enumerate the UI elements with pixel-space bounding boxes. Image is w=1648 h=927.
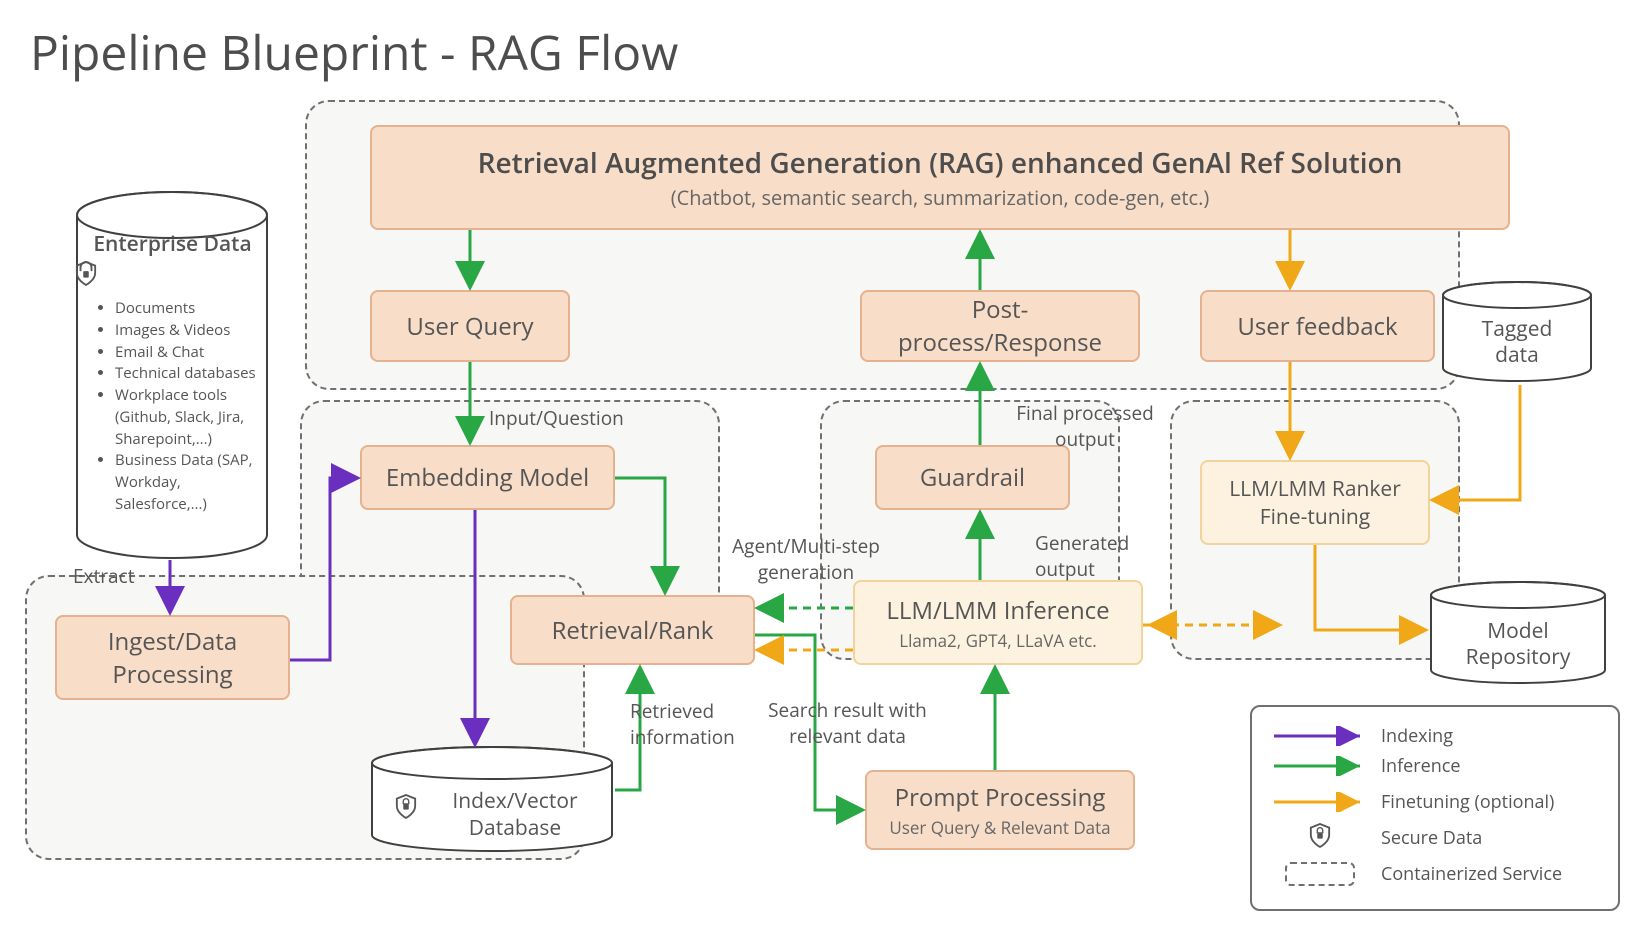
agent-multi-label: Agent/Multi-step generation — [716, 533, 896, 585]
legend-inference: Inference — [1272, 751, 1598, 781]
legend-arrow-inference — [1272, 756, 1367, 776]
legend-indexing: Indexing — [1272, 721, 1598, 751]
legend: Indexing Inference Finetuning (optional)… — [1250, 705, 1620, 911]
final-output-label: Final processed output — [1005, 400, 1165, 452]
legend-finetuning: Finetuning (optional) — [1272, 781, 1598, 823]
legend-arrow-indexing — [1272, 726, 1367, 746]
lock-icon — [1309, 822, 1331, 848]
dashed-box-icon — [1285, 862, 1355, 886]
legend-containerized-label: Containerized Service — [1381, 862, 1562, 886]
legend-indexing-label: Indexing — [1381, 724, 1453, 748]
legend-arrow-finetuning — [1272, 792, 1367, 812]
extract-label: Extract — [73, 563, 134, 589]
legend-containerized: Containerized Service — [1272, 853, 1598, 895]
legend-secure-label: Secure Data — [1381, 826, 1482, 850]
search-result-label: Search result with relevant data — [750, 697, 945, 749]
retrieved-info-label: Retrieved information — [630, 698, 765, 750]
generated-output-label: Generated output — [1035, 530, 1165, 582]
legend-finetuning-label: Finetuning (optional) — [1381, 790, 1554, 814]
input-question-label: Input/Question — [489, 405, 624, 431]
legend-secure: Secure Data — [1272, 823, 1598, 853]
legend-inference-label: Inference — [1381, 754, 1460, 778]
